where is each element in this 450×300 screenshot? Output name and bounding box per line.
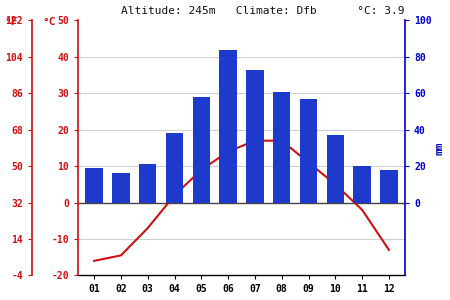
Text: Altitude: 245m   Climate: Dfb      °C: 3.9           mm: 487: Altitude: 245m Climate: Dfb °C: 3.9 mm: …: [121, 6, 450, 16]
Bar: [327, 135, 344, 202]
Bar: [193, 97, 210, 202]
Bar: [246, 70, 264, 202]
Bar: [273, 92, 290, 202]
Text: °F: °F: [4, 17, 18, 27]
Bar: [139, 164, 157, 202]
Bar: [112, 173, 130, 202]
Bar: [86, 168, 103, 203]
Bar: [353, 166, 371, 202]
Bar: [380, 170, 398, 202]
Text: °C: °C: [43, 17, 56, 27]
Y-axis label: mm: mm: [434, 141, 445, 155]
Bar: [166, 134, 183, 202]
Bar: [300, 99, 317, 202]
Bar: [220, 50, 237, 202]
